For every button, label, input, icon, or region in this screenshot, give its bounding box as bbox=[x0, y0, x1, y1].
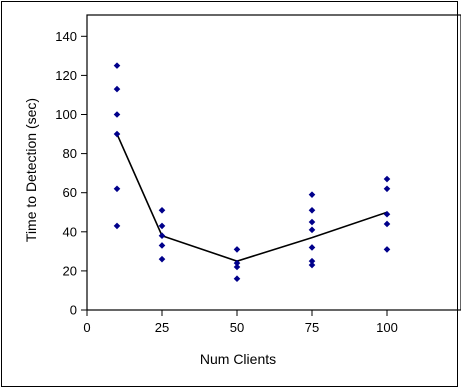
y-tick-label: 80 bbox=[63, 146, 77, 161]
data-point bbox=[308, 226, 316, 234]
data-point bbox=[308, 244, 316, 251]
x-tick-label: 75 bbox=[305, 320, 319, 335]
y-tick-label: 140 bbox=[55, 29, 77, 44]
data-point bbox=[308, 261, 316, 269]
y-tick-label: 0 bbox=[70, 303, 77, 318]
y-tick-label: 60 bbox=[63, 185, 77, 200]
data-point bbox=[158, 206, 166, 214]
data-points-layer bbox=[113, 62, 391, 283]
data-point bbox=[113, 130, 121, 138]
data-point bbox=[158, 255, 166, 263]
data-point bbox=[113, 185, 121, 193]
x-tick-label: 50 bbox=[230, 320, 244, 335]
y-tick-label: 40 bbox=[63, 224, 77, 239]
data-point bbox=[383, 246, 391, 253]
data-point bbox=[113, 85, 121, 93]
data-point bbox=[113, 62, 121, 69]
data-point bbox=[383, 210, 391, 218]
data-point bbox=[233, 263, 241, 271]
data-point bbox=[233, 275, 241, 283]
data-point bbox=[383, 175, 391, 183]
y-tick-label: 120 bbox=[55, 68, 77, 83]
data-point bbox=[308, 218, 316, 226]
x-axis-label: Num Clients bbox=[200, 351, 276, 367]
data-point bbox=[113, 111, 121, 118]
x-tick-label: 100 bbox=[376, 320, 398, 335]
data-point bbox=[113, 222, 121, 230]
data-point bbox=[308, 191, 316, 198]
y-axis-label: Time to Detection (sec) bbox=[23, 98, 39, 242]
data-point bbox=[233, 259, 241, 267]
plot-area bbox=[86, 14, 461, 311]
data-point bbox=[158, 242, 166, 249]
y-tick-label: 20 bbox=[63, 263, 77, 278]
data-point bbox=[383, 185, 391, 193]
data-point bbox=[233, 246, 241, 253]
x-tick-label: 0 bbox=[83, 320, 90, 335]
x-tick-label: 25 bbox=[155, 320, 169, 335]
data-point bbox=[308, 257, 316, 265]
axis-ticks: 0 20 40 60 80 100 120 140 0 25 50 75 100 bbox=[55, 29, 398, 335]
data-point bbox=[158, 232, 166, 240]
mean-line bbox=[116, 133, 388, 262]
data-point bbox=[308, 206, 316, 214]
data-point bbox=[158, 222, 166, 230]
y-tick-label: 100 bbox=[55, 107, 77, 122]
mean-line-layer bbox=[116, 133, 388, 262]
data-point bbox=[383, 220, 391, 228]
